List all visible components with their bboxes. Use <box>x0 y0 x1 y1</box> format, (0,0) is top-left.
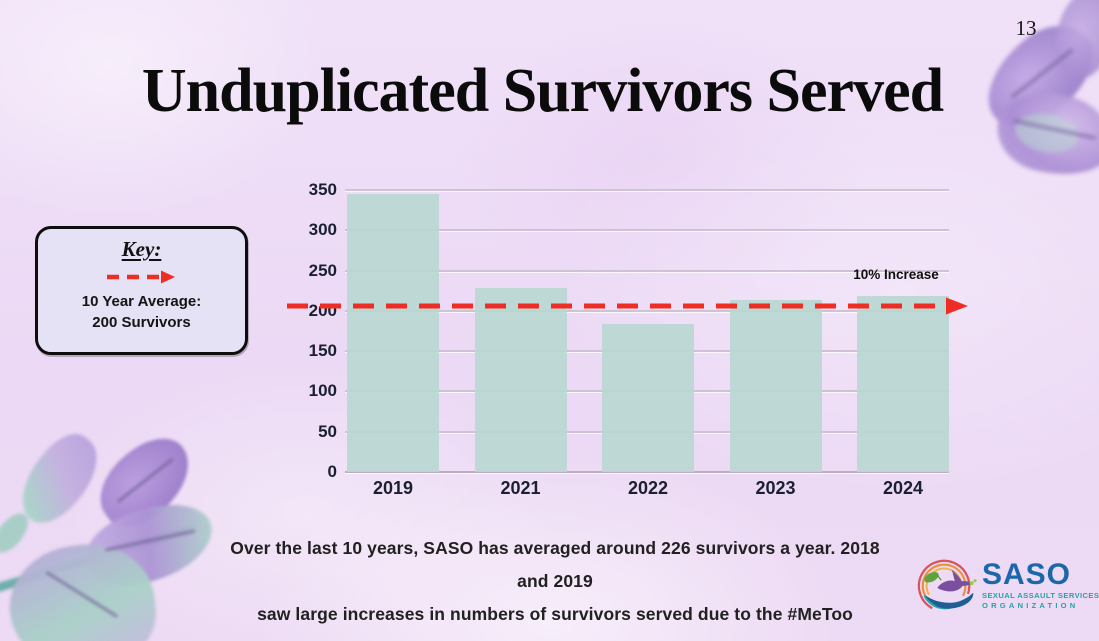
bar-2024 <box>857 296 949 472</box>
footer-note: Over the last 10 years, SASO has average… <box>225 532 885 641</box>
key-average-value: 200 Survivors <box>92 314 191 331</box>
y-axis-label-100: 100 <box>308 381 337 401</box>
x-axis-label-2022: 2022 <box>627 478 669 498</box>
reference-line-label: 10% Increase <box>853 267 939 283</box>
logo-name: SASO <box>982 558 1072 591</box>
footer-line-1: Over the last 10 years, SASO has average… <box>230 538 880 591</box>
y-axis-label-250: 250 <box>308 260 337 280</box>
saso-logo: SASO SEXUAL ASSAULT SERVICES ORGANIZATIO… <box>916 553 1099 617</box>
page-title: Unduplicated Survivors Served <box>141 57 944 125</box>
gridline-250 <box>345 269 949 272</box>
x-axis-label-2019: 2019 <box>372 478 414 498</box>
y-axis-label-0: 0 <box>327 462 337 481</box>
bar-2022 <box>602 323 694 472</box>
x-axis-label-2021: 2021 <box>500 478 541 498</box>
bar-2019 <box>347 194 439 472</box>
y-axis-label-150: 150 <box>308 341 337 361</box>
key-average-label: 10 Year Average: <box>81 293 202 310</box>
footer-line-2: saw large increases in numbers of surviv… <box>257 604 853 641</box>
gridline-0 <box>345 471 949 473</box>
logo-tagline-2: ORGANIZATION <box>982 601 1079 610</box>
bar-2021 <box>474 288 567 472</box>
y-axis-label-350: 350 <box>308 180 337 199</box>
x-axis-label-2024: 2024 <box>882 478 924 498</box>
logo-tagline-1: SEXUAL ASSAULT SERVICES <box>982 591 1099 600</box>
saso-logo-mark <box>917 559 977 613</box>
gridline-300 <box>345 229 949 232</box>
page-number: 13 <box>1015 16 1037 40</box>
chart-key-box: Key: 10 Year Average: 200 Survivors <box>35 226 248 355</box>
gridline-200 <box>345 309 949 312</box>
average-reference-dashed-arrow <box>287 297 968 315</box>
bar-2023 <box>729 299 822 472</box>
y-axis-label-50: 50 <box>318 421 337 441</box>
x-axis-label-2023: 2023 <box>755 478 796 498</box>
key-heading: Key: <box>121 237 162 261</box>
gridline-350 <box>345 189 949 191</box>
y-axis-label-300: 300 <box>308 220 337 240</box>
red-dashed-arrow-icon <box>106 270 175 284</box>
